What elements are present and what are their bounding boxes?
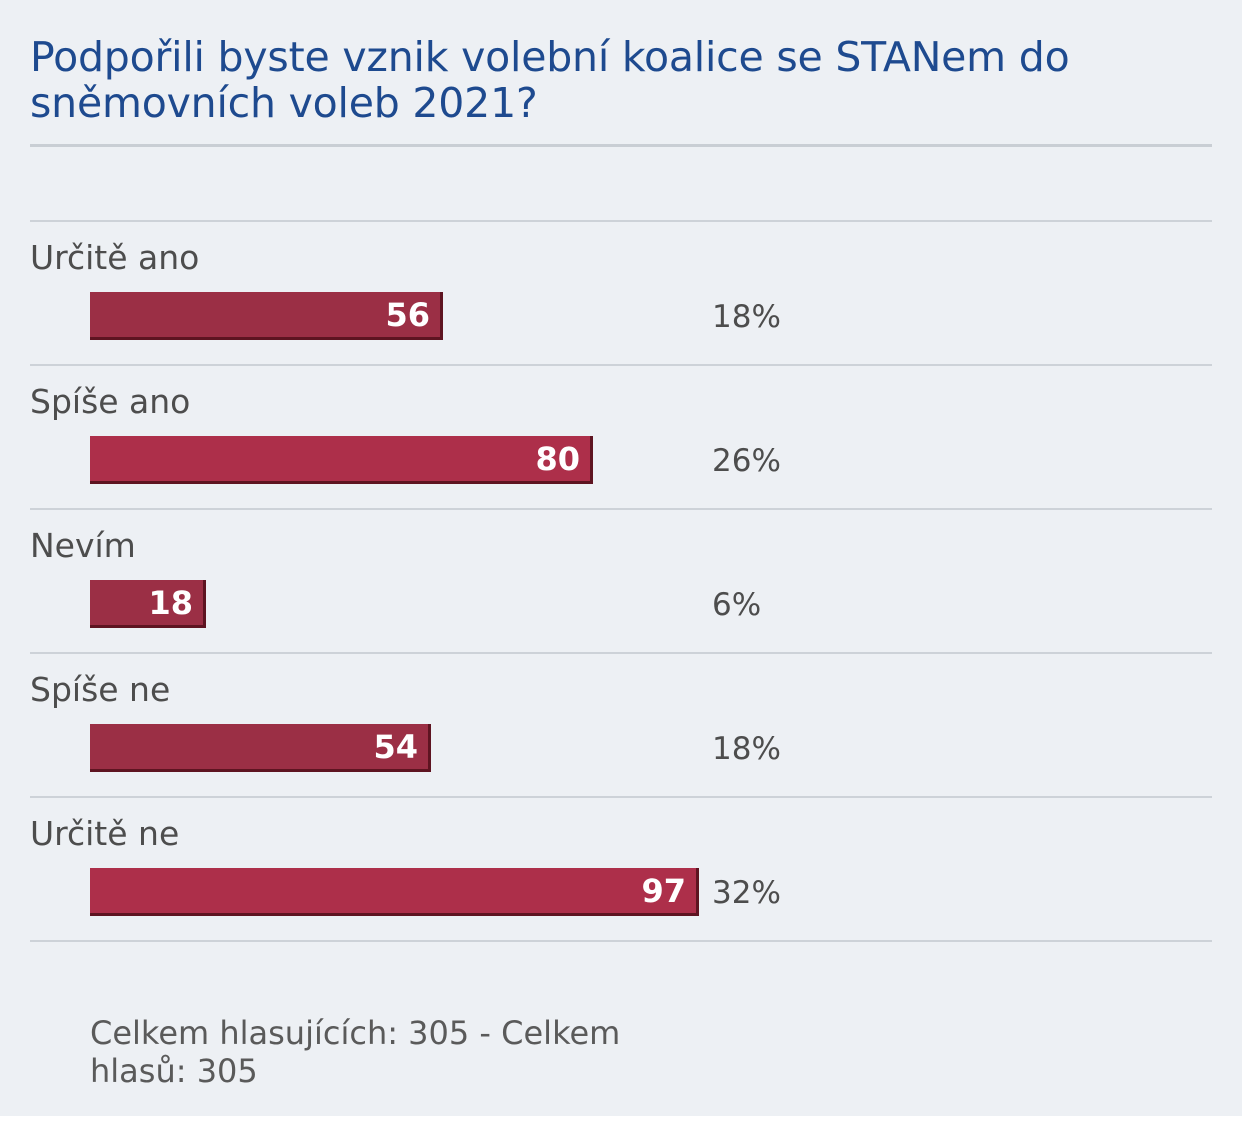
result-bar: 56 [90, 292, 443, 340]
vote-count: 80 [535, 440, 580, 478]
row-divider [30, 508, 1212, 510]
option-label: Spíše ano [30, 382, 191, 421]
vote-percent: 32% [712, 875, 781, 911]
result-bar: 80 [90, 436, 593, 484]
option-label: Nevím [30, 526, 136, 565]
result-bar: 97 [90, 868, 699, 916]
row-divider [30, 652, 1212, 654]
option-label: Určitě ne [30, 814, 180, 853]
poll-footer: Celkem hlasujících: 305 - Celkem hlasů: … [90, 1014, 621, 1090]
poll-option-row: Nevím 18 6% [0, 510, 1242, 654]
option-label: Určitě ano [30, 238, 200, 277]
option-label: Spíše ne [30, 670, 171, 709]
vote-count: 56 [385, 296, 430, 334]
row-divider [30, 796, 1212, 798]
vote-count: 54 [373, 728, 418, 766]
poll-option-row: Spíše ano 80 26% [0, 366, 1242, 510]
result-bar: 54 [90, 724, 431, 772]
poll-title: Podpořili byste vznik volební koalice se… [30, 33, 1070, 127]
vote-percent: 6% [712, 587, 762, 623]
poll-option-row: Určitě ne 97 32% [0, 798, 1242, 942]
row-divider [30, 364, 1212, 366]
result-bar: 18 [90, 580, 206, 628]
vote-percent: 18% [712, 731, 781, 767]
poll-option-row: Spíše ne 54 18% [0, 654, 1242, 798]
row-divider [30, 940, 1212, 942]
vote-percent: 26% [712, 443, 781, 479]
poll-option-row: Určitě ano 56 18% [0, 222, 1242, 366]
rows-top-divider [30, 220, 1212, 222]
vote-percent: 18% [712, 299, 781, 335]
vote-count: 97 [641, 872, 686, 910]
title-divider [30, 144, 1212, 147]
vote-count: 18 [148, 584, 193, 622]
